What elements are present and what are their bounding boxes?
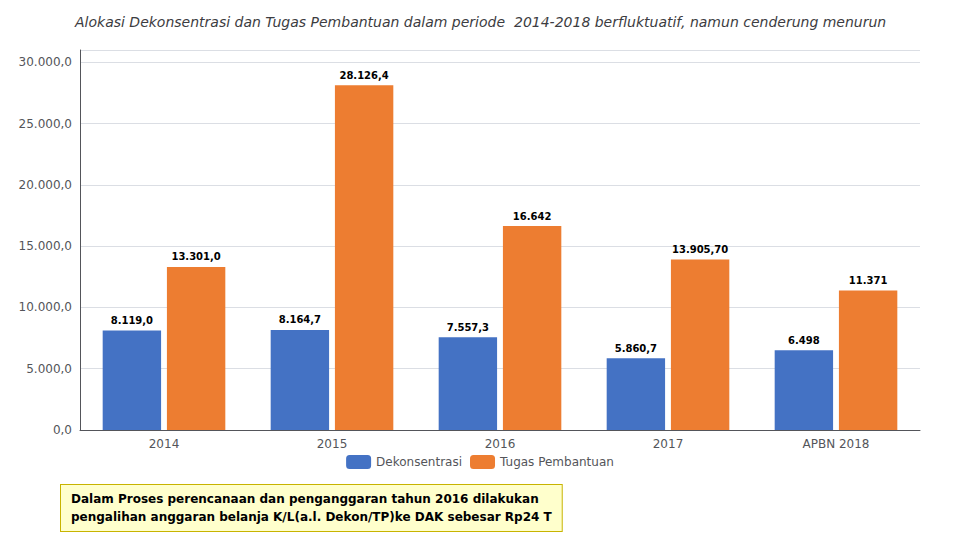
svg-text:8.119,0: 8.119,0 — [111, 315, 153, 326]
svg-text:2016: 2016 — [485, 437, 516, 451]
svg-text:Alokasi Dekonsentrasi dan Tuga: Alokasi Dekonsentrasi dan Tugas Pembantu… — [74, 14, 886, 30]
svg-text:2017: 2017 — [653, 437, 684, 451]
svg-text:15.000,0: 15.000,0 — [19, 239, 72, 253]
svg-text:13.905,70: 13.905,70 — [672, 244, 728, 255]
svg-text:25.000,0: 25.000,0 — [19, 117, 72, 131]
svg-text:30.000,0: 30.000,0 — [19, 55, 72, 69]
svg-text:8.164,7: 8.164,7 — [279, 314, 321, 325]
svg-text:10.000,0: 10.000,0 — [19, 300, 72, 314]
svg-text:Dekonsentrasi: Dekonsentrasi — [376, 455, 462, 469]
svg-text:2015: 2015 — [317, 437, 348, 451]
svg-text:pengalihan anggaran belanja K/: pengalihan anggaran belanja K/L(a.l. Dek… — [71, 510, 553, 524]
svg-text:16.642: 16.642 — [513, 211, 552, 222]
svg-text:5.860,7: 5.860,7 — [615, 343, 657, 354]
svg-text:20.000,0: 20.000,0 — [19, 178, 72, 192]
svg-text:6.498: 6.498 — [788, 335, 820, 346]
svg-text:2014: 2014 — [149, 437, 180, 451]
svg-text:11.371: 11.371 — [849, 275, 888, 286]
svg-text:APBN 2018: APBN 2018 — [802, 437, 869, 451]
svg-text:0,0: 0,0 — [53, 423, 72, 437]
svg-text:Tugas Pembantuan: Tugas Pembantuan — [499, 455, 614, 469]
svg-text:7.557,3: 7.557,3 — [447, 322, 489, 333]
svg-text:28.126,4: 28.126,4 — [339, 70, 388, 81]
svg-text:Dalam Proses perencanaan dan p: Dalam Proses perencanaan dan penganggara… — [71, 492, 539, 506]
svg-text:5.000,0: 5.000,0 — [26, 362, 72, 376]
svg-text:13.301,0: 13.301,0 — [171, 251, 220, 262]
